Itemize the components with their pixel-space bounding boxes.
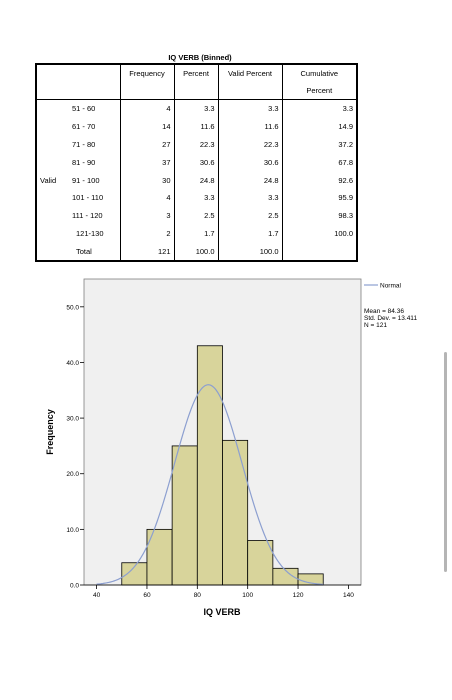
row-cumulative-percent [282,242,357,261]
row-category: 101 - 110 [64,188,121,207]
row-cumulative-percent: 100.0 [334,228,353,238]
row-category: 91 - 100 [64,171,121,189]
row-valid-percent: 100.0 [218,242,283,262]
y-tick-label: 30.0 [66,416,79,423]
row-valid-percent: 24.8 [218,171,283,189]
table-row: 121-130 2 1.7 1.7 100.0 [36,224,357,243]
y-tick-label: 50.0 [66,304,79,311]
stat-std-dev: Std. Dev. = 13.411 [364,315,417,322]
histogram-bar [171,445,198,586]
x-tick-label: 140 [343,592,354,599]
header-percent: Percent [174,64,219,82]
row-percent: 22.3 [174,135,219,154]
row-percent: 2.5 [174,206,219,225]
histogram-bar [247,540,274,586]
header-cumulative-percent: Percent [282,82,357,100]
header-frequency: Frequency [120,64,175,82]
histogram-bar [222,439,249,586]
row-frequency: 27 [120,135,175,154]
row-category: 111 - 120 [64,206,121,225]
table-row: 71 - 80 27 22.3 22.3 37.2 [36,135,357,154]
y-axis-label: Frequency [45,409,55,455]
scrollbar[interactable] [444,352,447,572]
row-valid-percent: 3.3 [218,99,283,118]
table-row: 51 - 60 4 3.3 3.3 3.3 [36,99,357,118]
y-tick-label: 10.0 [66,527,79,534]
row-cumulative-percent: 37.2 [338,139,353,149]
row-percent: 1.7 [174,224,219,243]
y-axis-ticks: 0.0 10.0 20.0 30.0 40.0 50.0 [66,304,84,590]
table-title: IQ VERB (Binned) [168,53,232,62]
row-frequency: 30 [120,171,175,189]
x-axis-ticks: 40 60 80 100 120 140 [93,585,354,599]
row-valid-percent: 11.6 [218,117,283,136]
row-frequency: 3 [120,206,175,225]
row-cumulative-percent: 98.3 [338,211,353,221]
y-tick-label: 0.0 [70,583,79,590]
table-row: Valid 91 - 100 30 24.8 24.8 92.6 [36,171,357,189]
row-category: 51 - 60 [64,99,121,118]
row-valid-percent: 22.3 [218,135,283,154]
row-percent: 30.6 [174,153,219,172]
row-frequency: 4 [120,99,175,118]
row-cumulative-percent: 92.6 [338,175,353,185]
row-valid-percent: 2.5 [218,206,283,225]
table-row: 101 - 110 4 3.3 3.3 95.9 [36,188,357,207]
histogram-chart: 0.010.020.030.040.050.0 40 60 80 100 120 140 … [45,278,417,617]
row-percent: 24.8 [174,171,219,189]
row-percent: 3.3 [174,99,219,118]
table-row: 81 - 90 37 30.6 30.6 67.8 [36,153,357,172]
frequency-table: Frequency Percent Valid Percent Cumulati… [35,63,358,263]
row-frequency: 4 [120,188,175,207]
table-row: 111 - 120 3 2.5 2.5 98.3 [36,206,357,225]
histogram-bar [196,345,223,586]
row-category: 61 - 70 [64,117,121,136]
row-valid-percent: 30.6 [218,153,283,172]
legend-label: Normal [380,283,402,290]
x-tick-label: 60 [143,592,151,599]
y-tick-label: 40.0 [66,360,79,367]
x-tick-label: 120 [293,592,304,599]
row-frequency: 2 [120,224,175,243]
table-row: 61 - 70 14 11.6 11.6 14.9 [36,117,357,136]
row-percent: 100.0 [174,242,219,262]
x-tick-label: 40 [93,592,101,599]
stat-mean: Mean = 84.36 [364,308,404,315]
row-category: 81 - 90 [64,153,121,172]
table-body: 51 - 60 4 3.3 3.3 3.3 61 - 70 14 11.6 11.6 14.9 71… [36,99,357,262]
x-axis-label: IQ VERB [203,607,241,617]
stat-n: N = 121 [364,322,387,329]
header-valid-percent: Valid Percent [218,64,283,82]
x-tick-label: 80 [194,592,202,599]
row-frequency: 121 [120,242,175,262]
row-valid-percent: 3.3 [218,188,283,207]
row-cumulative-percent: 67.8 [338,157,353,167]
row-valid-percent: 1.7 [218,224,283,243]
row-frequency: 37 [120,153,175,172]
row-cumulative-percent: 14.9 [338,122,353,132]
header-cumulative: Cumulative [300,69,338,78]
table-row: Total 121 100.0 100.0 [36,242,357,262]
row-category: Total [64,242,121,262]
row-frequency: 14 [120,117,175,136]
row-cumulative-percent: 95.9 [338,193,353,203]
group-label: Valid [40,175,57,185]
row-percent: 11.6 [174,117,219,136]
row-cumulative-percent: 3.3 [342,104,353,114]
histogram-bars [121,345,324,586]
row-category: 121-130 [64,224,121,243]
y-tick-label: 20.0 [66,471,79,478]
x-tick-label: 100 [242,592,253,599]
row-category: 71 - 80 [64,135,121,154]
row-percent: 3.3 [174,188,219,207]
histogram-bar [146,528,173,586]
normal-curve [96,384,324,585]
